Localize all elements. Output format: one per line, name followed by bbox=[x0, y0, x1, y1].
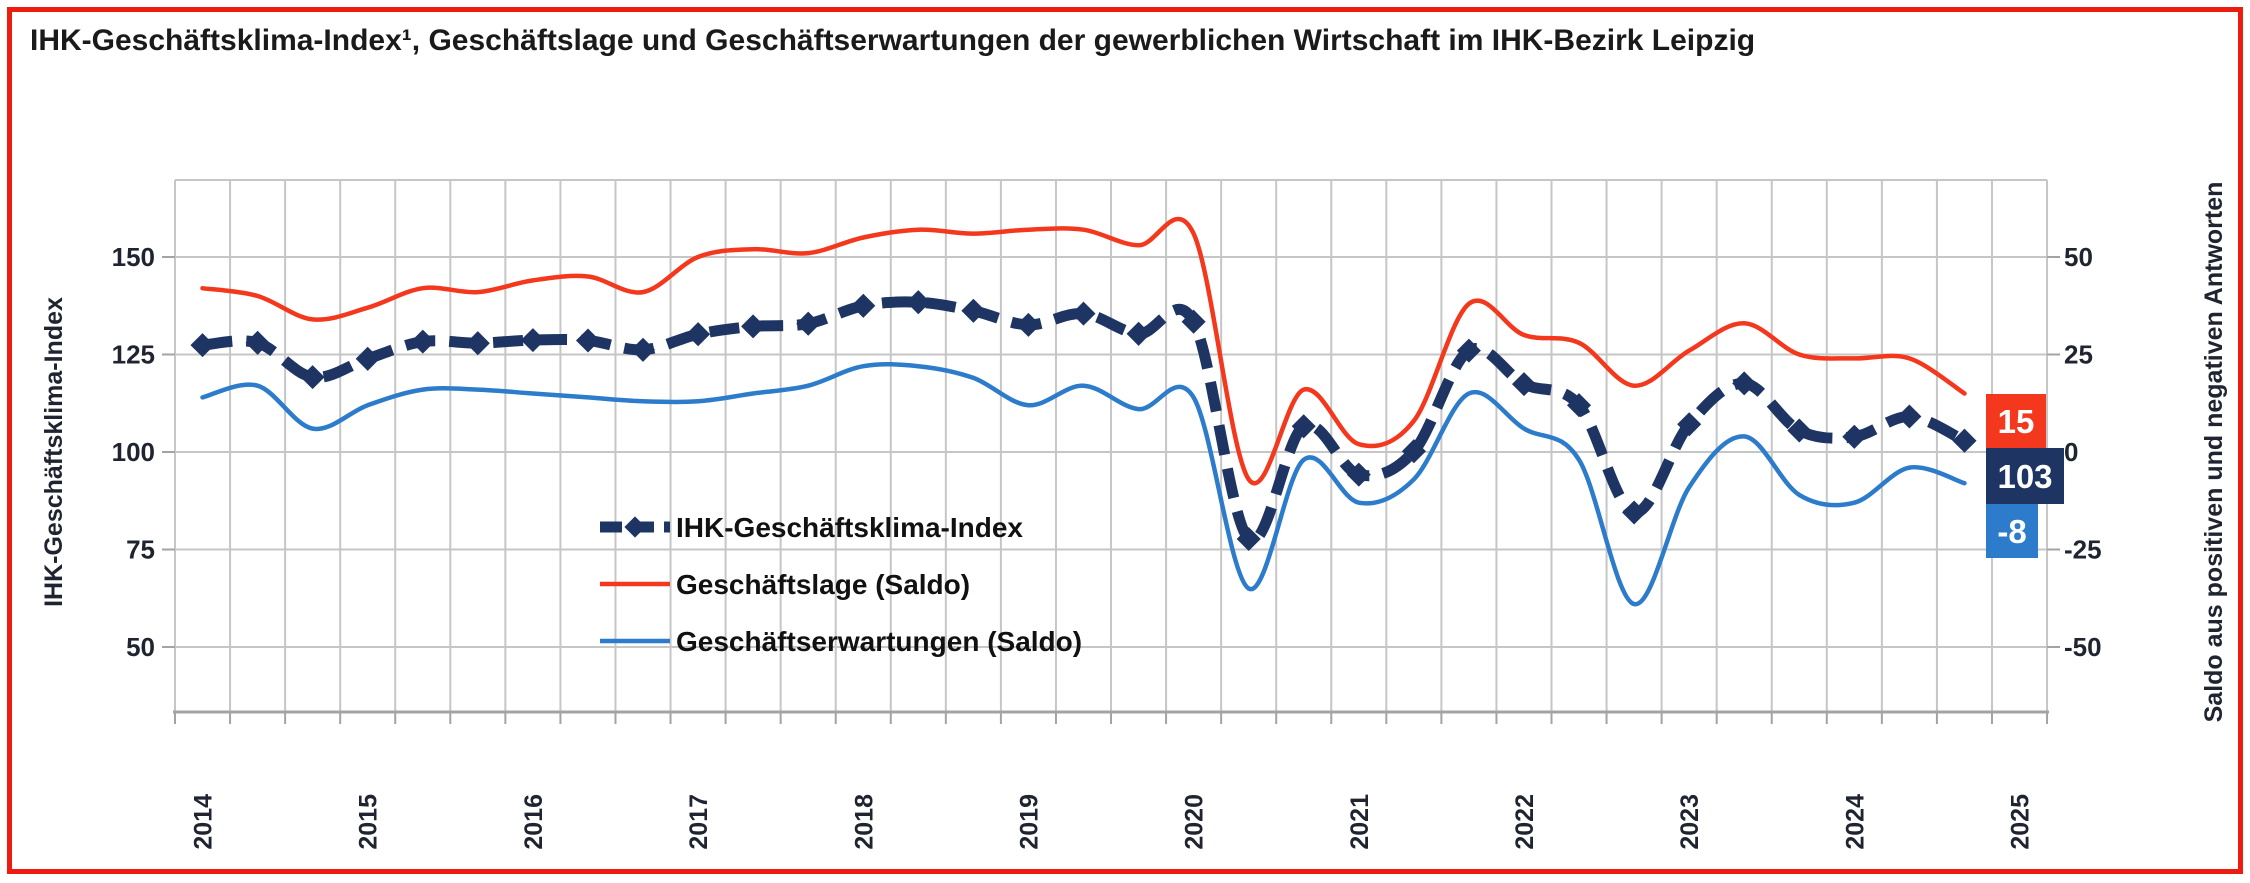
diamond-marker bbox=[741, 314, 766, 339]
x-axis-year-label: 2019 bbox=[1015, 794, 1043, 850]
chart-title: IHK-Geschäftsklima-Index¹, Geschäftslage… bbox=[30, 24, 1756, 57]
x-axis-year-label: 2018 bbox=[850, 794, 878, 850]
diamond-marker bbox=[410, 329, 435, 354]
x-axis-year-label: 2024 bbox=[1841, 794, 1869, 850]
left-axis-tick-label: 125 bbox=[112, 340, 155, 370]
left-axis-tick-label: 75 bbox=[126, 535, 155, 565]
right-axis-tick-label: 0 bbox=[2064, 437, 2078, 467]
x-axis-year-label: 2022 bbox=[1511, 794, 1539, 850]
diamond-marker bbox=[190, 333, 215, 358]
diamond-marker bbox=[465, 331, 490, 356]
diamond-marker bbox=[1016, 312, 1041, 337]
x-axis-year-label: 2020 bbox=[1181, 794, 1209, 850]
end-value-box bbox=[1986, 448, 2064, 504]
diamond-marker bbox=[686, 322, 711, 347]
x-axis-year-label: 2016 bbox=[520, 794, 548, 850]
x-axis-year-label: 2021 bbox=[1346, 794, 1374, 850]
diamond-marker bbox=[1677, 412, 1702, 437]
legend-swatch-diamond bbox=[624, 516, 646, 538]
geschaeftslage-line bbox=[200, 216, 1967, 486]
diamond-marker bbox=[355, 346, 380, 371]
right-axis-tick-label: 50 bbox=[2064, 242, 2093, 272]
diamond-marker bbox=[1236, 526, 1261, 552]
diamond-marker bbox=[1456, 338, 1481, 363]
diamond-marker bbox=[851, 293, 876, 318]
diamond-marker bbox=[1952, 428, 1977, 453]
end-value-box bbox=[1986, 394, 2046, 448]
x-axis-year-label: 2025 bbox=[2007, 794, 2035, 850]
diamond-marker bbox=[1401, 439, 1426, 464]
diamond-marker bbox=[630, 337, 656, 362]
diamond-marker bbox=[1126, 321, 1151, 346]
legend-label: IHK-Geschäftsklima-Index bbox=[676, 512, 1023, 543]
diamond-marker bbox=[906, 290, 931, 315]
diamond-marker bbox=[245, 330, 270, 355]
diamond-marker bbox=[1622, 500, 1647, 525]
x-axis-year-label: 2023 bbox=[1676, 794, 1704, 850]
right-axis-tick-label: 25 bbox=[2064, 340, 2093, 370]
diamond-marker bbox=[1732, 371, 1757, 396]
end-value-label: 15 bbox=[1998, 403, 2035, 440]
legend-label: Geschäftserwartungen (Saldo) bbox=[676, 626, 1082, 657]
diamond-marker bbox=[1511, 372, 1537, 397]
right-axis-tick-label: -25 bbox=[2064, 535, 2102, 565]
diamond-marker bbox=[1291, 414, 1316, 439]
end-value-label: 103 bbox=[1997, 458, 2052, 495]
end-value-label: -8 bbox=[1997, 513, 2026, 550]
diamond-marker bbox=[1346, 462, 1371, 487]
diamond-marker bbox=[300, 365, 325, 390]
left-axis-tick-label: 150 bbox=[112, 242, 155, 272]
diamond-marker bbox=[1897, 404, 1922, 429]
diamond-marker bbox=[575, 328, 601, 353]
diamond-marker bbox=[1842, 424, 1867, 449]
diamond-marker bbox=[1071, 301, 1096, 326]
diamond-marker bbox=[1181, 309, 1206, 334]
diamond-marker bbox=[520, 328, 545, 353]
diamond-marker bbox=[1566, 393, 1592, 418]
diamond-marker bbox=[961, 298, 986, 323]
geschaeftsklima-line bbox=[202, 296, 1967, 547]
diamond-marker bbox=[796, 311, 821, 336]
left-axis-title: IHK-Geschäftsklima-Index bbox=[40, 297, 68, 607]
left-axis-tick-label: 100 bbox=[112, 437, 155, 467]
right-axis-tick-label: -50 bbox=[2064, 632, 2102, 662]
x-axis-year-label: 2015 bbox=[355, 794, 383, 850]
left-axis-tick-label: 50 bbox=[126, 632, 155, 662]
diamond-marker bbox=[1787, 418, 1812, 443]
x-axis-year-label: 2017 bbox=[685, 794, 713, 850]
end-value-box bbox=[1986, 504, 2038, 558]
legend-label: Geschäftslage (Saldo) bbox=[676, 569, 970, 600]
right-axis-title: Saldo aus positiven und negativen Antwor… bbox=[2200, 182, 2228, 723]
geschaeftserwartungen-line bbox=[200, 361, 1967, 607]
x-axis-year-label: 2014 bbox=[190, 794, 218, 850]
